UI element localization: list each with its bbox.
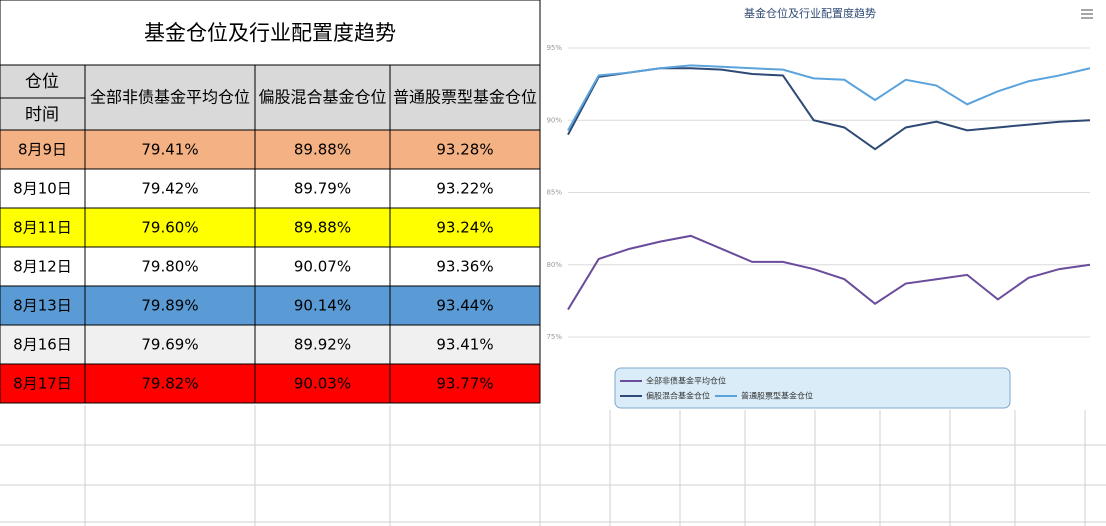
table-cell <box>84 363 256 404</box>
cell-text: 8月10日 <box>13 180 72 198</box>
cell-text: 8月13日 <box>13 297 72 315</box>
table-cell <box>389 168 541 209</box>
cell-text: 93.36% <box>436 258 493 276</box>
table-cell <box>0 246 86 287</box>
table-cell <box>389 363 541 404</box>
cell-text: 89.79% <box>294 180 351 198</box>
y-tick-label: 75% <box>546 333 562 341</box>
cell-text: 79.60% <box>141 219 198 237</box>
cell-text: 90.07% <box>294 258 351 276</box>
legend-label: 偏股混合基金仓位 <box>646 391 710 401</box>
cell-text: 8月9日 <box>18 141 67 159</box>
series-line <box>567 64 1091 131</box>
chart-title: 基金仓位及行业配置度趋势 <box>744 6 876 20</box>
table-cell <box>254 207 391 248</box>
cell-text: 79.41% <box>141 141 198 159</box>
table-cell <box>389 324 541 365</box>
y-tick-label: 85% <box>546 189 562 197</box>
y-tick-label: 90% <box>546 116 562 124</box>
header-text: 时间 <box>25 105 59 125</box>
cell-text: 8月17日 <box>13 375 72 393</box>
table-cell <box>389 246 541 287</box>
cell-text: 8月16日 <box>13 336 72 354</box>
cell-text: 89.88% <box>294 141 351 159</box>
series-line <box>567 234 1091 311</box>
table-cell <box>84 246 256 287</box>
y-tick-label: 95% <box>546 44 562 52</box>
cell-text: 93.28% <box>436 141 493 159</box>
header-text: 仓位 <box>25 72 59 92</box>
series-line <box>567 67 1091 151</box>
y-tick-label: 80% <box>546 261 562 269</box>
header-cell <box>254 64 391 131</box>
header-cell <box>84 64 256 131</box>
table-cell <box>0 168 86 209</box>
cell-text: 89.92% <box>294 336 351 354</box>
cell-text: 79.80% <box>141 258 198 276</box>
header-text: 偏股混合基金仓位 <box>258 88 386 107</box>
cell-text: 93.24% <box>436 219 493 237</box>
table-cell <box>254 168 391 209</box>
cell-text: 90.03% <box>294 375 351 393</box>
header-cell <box>389 64 541 131</box>
cell-text: 90.14% <box>294 297 351 315</box>
table-cell <box>254 324 391 365</box>
menu-icon[interactable] <box>1081 9 1093 19</box>
cell-text: 79.42% <box>141 180 198 198</box>
cell-text: 93.41% <box>436 336 493 354</box>
table-cell <box>389 285 541 326</box>
cell-text: 89.88% <box>294 219 351 237</box>
table-cell <box>84 285 256 326</box>
cell-text: 93.77% <box>436 375 493 393</box>
sheet-grid <box>0 405 1106 526</box>
cell-text: 8月12日 <box>13 258 72 276</box>
cell-text: 79.89% <box>141 297 198 315</box>
table-title: 基金仓位及行业配置度趋势 <box>144 21 396 45</box>
table-cell <box>389 207 541 248</box>
cell-text: 93.44% <box>436 297 493 315</box>
legend-label: 普通股票型基金仓位 <box>741 391 813 401</box>
legend-label: 全部非债基金平均仓位 <box>646 376 726 386</box>
header-text: 普通股票型基金仓位 <box>393 88 537 107</box>
header-text: 全部非债基金平均仓位 <box>90 88 250 107</box>
table-cell <box>84 129 256 170</box>
cell-text: 8月11日 <box>13 219 72 237</box>
cell-text: 79.69% <box>141 336 198 354</box>
table-cell <box>0 207 86 248</box>
table-cell <box>254 246 391 287</box>
cell-text: 93.22% <box>436 180 493 198</box>
legend-box <box>614 367 1011 409</box>
table-cell <box>254 129 391 170</box>
table-cell <box>84 168 256 209</box>
table-cell <box>389 129 541 170</box>
table-cell <box>84 324 256 365</box>
cell-text: 79.82% <box>141 375 198 393</box>
